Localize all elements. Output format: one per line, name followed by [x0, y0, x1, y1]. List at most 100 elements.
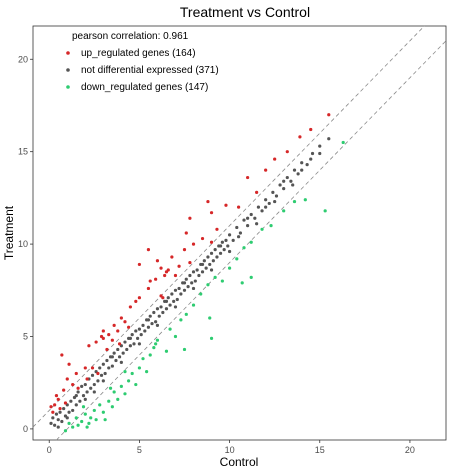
point-up_regulated — [209, 240, 214, 244]
point-not — [193, 279, 197, 283]
x-axis-label: Control — [220, 455, 259, 469]
point-not — [170, 292, 174, 296]
point-down_regulated — [242, 246, 246, 250]
x-axis-ticks: 0 5 10 15 20 — [47, 440, 415, 455]
point-not — [164, 307, 169, 311]
point-not — [179, 292, 183, 296]
chart-title: Treatment vs Control — [180, 4, 310, 20]
point-up_regulated — [148, 279, 152, 283]
point-up_regulated — [71, 382, 75, 387]
point-not — [246, 224, 250, 228]
point-not — [96, 379, 100, 383]
point-up_regulated — [159, 294, 163, 298]
point-not — [305, 163, 309, 167]
point-not — [92, 390, 96, 394]
point-up_regulated — [173, 273, 178, 278]
point-not — [125, 347, 129, 352]
x-tick-label: 15 — [315, 445, 325, 455]
point-not — [110, 355, 114, 359]
point-not — [123, 340, 127, 344]
point-up_regulated — [159, 266, 163, 270]
point-not — [114, 358, 118, 363]
point-not — [134, 329, 138, 333]
point-down_regulated — [123, 370, 127, 374]
point-up_regulated — [85, 377, 89, 381]
point-not — [186, 284, 190, 289]
legend-swatch — [66, 85, 70, 89]
point-not — [190, 281, 194, 285]
point-up_regulated — [264, 168, 268, 172]
point-down_regulated — [213, 275, 217, 279]
point-up_regulated — [117, 342, 122, 346]
legend-label: not differential expressed (371) — [81, 65, 219, 76]
point-not — [208, 262, 212, 267]
point-down_regulated — [184, 312, 188, 316]
point-down_regulated — [89, 416, 93, 420]
point-not — [220, 240, 224, 244]
point-up_regulated — [58, 406, 62, 411]
point-not — [81, 394, 86, 398]
point-down_regulated — [206, 283, 210, 287]
point-not — [101, 379, 105, 383]
point-not — [224, 238, 228, 242]
point-down_regulated — [101, 410, 105, 414]
point-up_regulated — [246, 175, 250, 180]
point-not — [271, 190, 275, 194]
point-down_regulated — [191, 303, 196, 307]
point-down_regulated — [323, 209, 327, 213]
point-not — [139, 333, 143, 337]
point-up_regulated — [155, 259, 160, 263]
point-not — [128, 344, 132, 348]
point-down_regulated — [249, 275, 253, 279]
point-up_regulated — [163, 273, 167, 278]
point-not — [300, 161, 304, 165]
point-up_regulated — [65, 377, 69, 381]
point-up_regulated — [101, 336, 105, 340]
legend-swatch — [66, 51, 70, 55]
point-not — [164, 299, 169, 303]
point-not — [83, 382, 87, 387]
point-down_regulated — [108, 386, 113, 390]
point-not — [53, 423, 57, 427]
point-up_regulated — [146, 286, 151, 291]
point-not — [231, 238, 235, 242]
point-not — [260, 209, 264, 213]
point-not — [155, 323, 160, 328]
pearson-correlation-annotation: pearson correlation: 0.961 — [72, 31, 189, 42]
point-up_regulated — [94, 340, 98, 344]
point-up_regulated — [53, 403, 57, 407]
point-not — [103, 371, 107, 376]
point-not — [80, 384, 84, 389]
point-not — [74, 394, 78, 398]
legend-swatch — [66, 68, 70, 72]
point-up_regulated — [54, 394, 59, 398]
point-not — [172, 299, 176, 303]
point-not — [146, 318, 151, 322]
point-down_regulated — [107, 399, 111, 403]
point-not — [161, 310, 165, 315]
point-not — [177, 286, 181, 291]
point-up_regulated — [56, 397, 60, 401]
point-down_regulated — [141, 357, 145, 361]
y-tick-label: 10 — [18, 239, 28, 249]
point-down_regulated — [152, 345, 156, 350]
point-down_regulated — [235, 257, 239, 261]
point-down_regulated — [209, 336, 214, 340]
legend-label: down_regulated genes (147) — [81, 82, 208, 93]
point-not — [146, 325, 151, 329]
point-up_regulated — [255, 190, 259, 194]
point-not — [56, 425, 60, 429]
point-not — [154, 320, 158, 324]
point-up_regulated — [224, 203, 228, 207]
point-not — [292, 168, 297, 172]
point-not — [157, 314, 161, 318]
point-not — [143, 329, 147, 333]
point-not — [132, 342, 136, 346]
point-down_regulated — [130, 371, 134, 376]
point-up_regulated — [166, 268, 170, 272]
point-not — [49, 421, 53, 425]
point-not — [166, 296, 170, 300]
point-up_regulated — [137, 296, 142, 300]
point-up_regulated — [188, 260, 192, 265]
